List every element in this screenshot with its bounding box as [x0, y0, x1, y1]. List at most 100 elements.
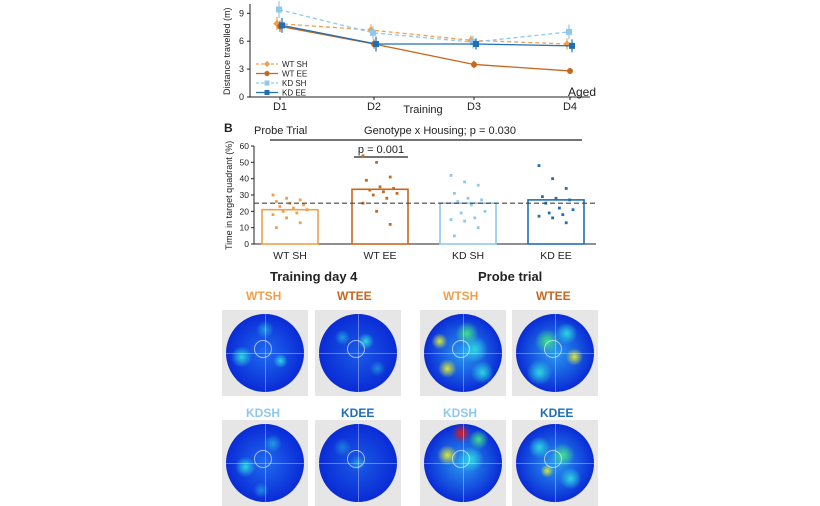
- data-point: [567, 67, 573, 74]
- individual-point: [483, 209, 487, 213]
- heatmap-label-probe-wtsh: WTSH: [443, 289, 479, 303]
- quadrant-line-horizontal: [319, 463, 397, 464]
- individual-point: [278, 205, 282, 208]
- individual-point: [395, 191, 399, 195]
- individual-point: [298, 198, 302, 202]
- quadrant-line-horizontal: [226, 463, 304, 464]
- data-point: [569, 42, 575, 49]
- bar-category-label: WT EE: [363, 250, 396, 262]
- legend-label: KD SH: [282, 79, 307, 88]
- platform-outline: [544, 450, 562, 468]
- quadrant-line-horizontal: [516, 463, 594, 464]
- bar-category-label: KD EE: [540, 250, 572, 262]
- individual-point: [388, 223, 392, 226]
- individual-point: [449, 218, 453, 221]
- training-day4-title: Training day 4: [270, 269, 358, 284]
- individual-point: [275, 226, 278, 230]
- panel-b-label: B: [224, 121, 233, 135]
- line-x-axis-label: Training: [403, 104, 442, 116]
- individual-point: [302, 203, 305, 207]
- line-y-axis-label: Distance travelled (m): [222, 7, 232, 95]
- heatmap-label-train-kdsh: KDSH: [246, 406, 281, 420]
- legend-marker: [264, 90, 270, 95]
- quadrant-line-horizontal: [319, 353, 397, 354]
- data-point: [373, 40, 379, 47]
- individual-point: [561, 213, 565, 216]
- individual-point: [292, 206, 295, 210]
- bar-y-tick-label: 30: [240, 190, 250, 200]
- probe-trial-label: Probe Trial: [254, 125, 307, 137]
- heatmap-probe-wtsh: [420, 310, 506, 396]
- line-x-tick-label: D1: [273, 101, 287, 113]
- series-line: [279, 25, 571, 72]
- individual-point: [571, 208, 575, 212]
- bar-y-tick-label: 0: [244, 239, 249, 249]
- platform-outline: [254, 450, 272, 468]
- legend-label: KD EE: [282, 89, 306, 98]
- quadrant-line-vertical: [358, 314, 359, 392]
- bar-y-tick-label: 50: [240, 157, 250, 167]
- legend-label: WT EE: [282, 70, 307, 79]
- data-point: [276, 6, 282, 13]
- series-line: [278, 8, 570, 43]
- heatmap-train-wtee: [315, 310, 401, 396]
- individual-point: [382, 190, 385, 194]
- individual-point: [551, 216, 554, 220]
- line-y-tick-label: 6: [239, 36, 244, 46]
- individual-point: [392, 187, 395, 190]
- heatmap-train-wtsh: [222, 310, 308, 396]
- individual-point: [463, 219, 466, 223]
- legend-marker: [264, 70, 270, 77]
- quadrant-line-vertical: [555, 314, 556, 392]
- individual-point: [470, 203, 473, 207]
- line-chart-axes: 0 3 6 9 D1 D2 D3 D4: [239, 4, 590, 113]
- bar-y-axis-label: Time in target quadrant (%): [224, 141, 234, 250]
- bar: [439, 202, 497, 245]
- individual-point: [554, 196, 558, 200]
- bar: [351, 188, 409, 245]
- individual-point: [361, 154, 365, 158]
- bar-y-tick-label: 20: [240, 206, 250, 216]
- individual-point: [459, 211, 463, 215]
- individual-point: [551, 177, 554, 181]
- quadrant-line-vertical: [463, 314, 464, 392]
- data-point: [566, 28, 572, 35]
- quadrant-line-horizontal: [424, 463, 502, 464]
- individual-point: [537, 214, 541, 218]
- heatmap-train-kdsh: [222, 420, 308, 506]
- heatmap-label-probe-kdee: KDEE: [540, 406, 574, 420]
- individual-point: [564, 221, 568, 225]
- individual-point: [371, 193, 375, 197]
- individual-point: [385, 196, 389, 200]
- individual-point: [558, 206, 561, 210]
- quadrant-line-vertical: [265, 314, 266, 392]
- heatmap-probe-kdsh: [420, 420, 506, 506]
- individual-point: [361, 201, 365, 205]
- heatmap-train-kdee: [315, 420, 401, 506]
- individual-point: [466, 196, 470, 200]
- line-chart-series: [273, 1, 575, 74]
- individual-point: [476, 183, 480, 187]
- bar-category-label: WT SH: [273, 250, 307, 262]
- series-line: [281, 24, 573, 47]
- individual-point: [305, 208, 309, 212]
- individual-point: [295, 211, 299, 215]
- bar-category-label: KD SH: [452, 250, 484, 262]
- quadrant-line-horizontal: [226, 353, 304, 354]
- individual-point: [375, 160, 378, 164]
- target-quadrant-bar-chart: B Probe Trial Genotype x Housing; p = 0.…: [224, 121, 596, 262]
- individual-point: [456, 200, 460, 203]
- individual-point: [271, 193, 275, 197]
- legend-label: WT SH: [282, 60, 308, 69]
- aged-label: Aged: [568, 85, 596, 99]
- line-x-tick-label: D2: [367, 101, 381, 113]
- individual-point: [473, 216, 477, 220]
- individual-point: [547, 211, 551, 215]
- individual-point: [537, 164, 541, 167]
- individual-point: [285, 196, 288, 200]
- bar-y-tick-label: 60: [240, 141, 250, 151]
- heatmap-probe-kdee: [512, 420, 598, 506]
- individual-point: [388, 175, 392, 179]
